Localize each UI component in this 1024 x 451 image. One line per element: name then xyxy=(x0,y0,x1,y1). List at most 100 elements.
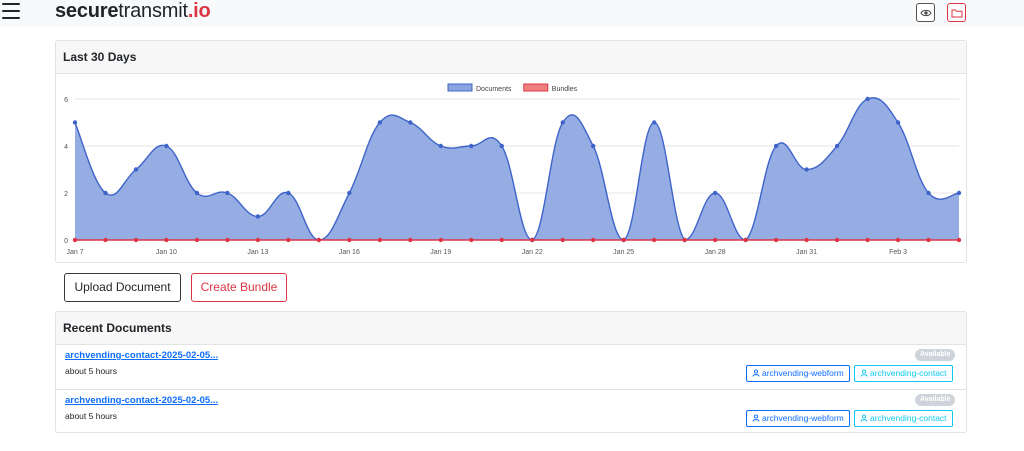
view-button[interactable] xyxy=(916,3,935,22)
data-point xyxy=(377,120,383,125)
create-bundle-button[interactable]: Create Bundle xyxy=(191,273,287,302)
y-tick-label: 0 xyxy=(64,238,68,245)
folder-button[interactable] xyxy=(947,3,966,22)
data-point xyxy=(743,237,748,243)
data-point xyxy=(926,237,931,243)
data-point xyxy=(499,237,504,243)
x-tick-label: Jan 22 xyxy=(522,249,543,256)
data-point xyxy=(408,237,413,243)
brand-logo[interactable]: securetransmit.io xyxy=(55,0,211,23)
data-point xyxy=(347,237,352,243)
data-point xyxy=(72,237,78,243)
data-point xyxy=(438,143,443,149)
y-tick-label: 2 xyxy=(64,191,68,198)
user-icon xyxy=(752,414,760,422)
data-point xyxy=(377,237,383,243)
list-item: archvending-contact-2025-02-05... about … xyxy=(56,345,966,390)
data-point xyxy=(225,190,230,196)
recipient-tag[interactable]: archvending-contact xyxy=(854,410,953,427)
x-tick-label: Jan 16 xyxy=(339,249,360,256)
data-point xyxy=(834,237,840,243)
x-tick-label: Feb 3 xyxy=(889,249,907,256)
series-line xyxy=(74,97,960,241)
recipient-tag[interactable]: archvending-contact xyxy=(854,365,953,382)
brand-part-io: .io xyxy=(187,0,211,22)
data-point xyxy=(956,237,962,243)
legend-swatch xyxy=(523,83,549,92)
x-tick-label: Jan 25 xyxy=(613,249,634,256)
data-point xyxy=(133,237,139,243)
y-tick-label: 6 xyxy=(64,97,68,104)
data-point xyxy=(712,190,718,196)
status-badge: Available xyxy=(915,349,956,361)
data-point xyxy=(865,237,870,243)
top-navbar: securetransmit.io xyxy=(0,0,1024,26)
document-time: about 5 hours xyxy=(65,411,117,421)
data-point xyxy=(438,237,443,243)
data-point xyxy=(194,237,200,243)
data-point xyxy=(773,143,779,149)
data-point xyxy=(103,190,108,196)
data-point xyxy=(804,167,809,172)
data-point xyxy=(499,143,504,149)
recipient-tag[interactable]: archvending-webform xyxy=(746,410,850,427)
data-point xyxy=(956,190,962,196)
data-point xyxy=(591,237,596,243)
data-point xyxy=(347,190,352,196)
document-link[interactable]: archvending-contact-2025-02-05... xyxy=(65,350,219,361)
recent-documents-title: Recent Documents xyxy=(56,312,966,345)
hamburger-menu-icon[interactable] xyxy=(2,3,20,19)
data-point xyxy=(194,190,200,196)
x-tick-label: Jan 28 xyxy=(705,249,726,256)
activity-chart-card: Last 30 Days 0 2 4 6 Jan 7 Jan 10 Jan 13 Jan 16… xyxy=(55,40,967,263)
recipient-tag-label: archvending-contact xyxy=(870,413,947,423)
upload-document-button[interactable]: Upload Document xyxy=(64,273,181,302)
data-point xyxy=(926,190,931,196)
data-point xyxy=(255,237,261,243)
x-tick-label: Jan 7 xyxy=(66,249,83,256)
legend-swatch xyxy=(447,83,473,92)
x-tick-label: Jan 31 xyxy=(796,249,817,256)
data-point xyxy=(469,143,474,149)
recipient-tag-label: archvending-webform xyxy=(762,368,844,378)
chart-card-title: Last 30 Days xyxy=(56,41,966,74)
data-point xyxy=(560,237,565,243)
x-tick-label: Jan 10 xyxy=(156,249,177,256)
brand-part-transmit: transmit xyxy=(118,0,188,22)
data-point xyxy=(834,143,840,149)
data-point xyxy=(712,237,718,243)
list-item: archvending-contact-2025-02-05... about … xyxy=(56,390,966,434)
data-point xyxy=(591,143,596,149)
data-point xyxy=(895,120,901,125)
series-area xyxy=(75,97,959,240)
data-point xyxy=(651,120,657,125)
data-point xyxy=(316,237,322,243)
data-point xyxy=(286,237,291,243)
data-point xyxy=(651,237,657,243)
legend-label: Documents xyxy=(476,86,512,93)
x-tick-label: Jan 19 xyxy=(430,249,451,256)
recipient-tag-label: archvending-contact xyxy=(870,368,947,378)
data-point xyxy=(621,237,626,243)
document-time: about 5 hours xyxy=(65,366,117,376)
data-point xyxy=(895,237,901,243)
recent-documents-card: Recent Documents archvending-contact-202… xyxy=(55,311,967,433)
recipient-tag[interactable]: archvending-webform xyxy=(746,365,850,382)
status-badge: Available xyxy=(915,394,956,406)
user-icon xyxy=(860,414,868,422)
x-tick-label: Jan 13 xyxy=(247,249,268,256)
data-point xyxy=(72,120,78,125)
data-point xyxy=(286,190,291,196)
folder-icon xyxy=(951,9,963,18)
data-point xyxy=(804,237,809,243)
user-icon xyxy=(752,369,760,377)
document-link[interactable]: archvending-contact-2025-02-05... xyxy=(65,395,219,406)
data-point xyxy=(103,237,108,243)
data-point xyxy=(408,120,413,125)
data-point xyxy=(469,237,474,243)
data-point xyxy=(682,237,687,243)
data-point xyxy=(164,237,169,243)
data-point xyxy=(773,237,779,243)
recipient-tag-label: archvending-webform xyxy=(762,413,844,423)
data-point xyxy=(865,96,870,102)
